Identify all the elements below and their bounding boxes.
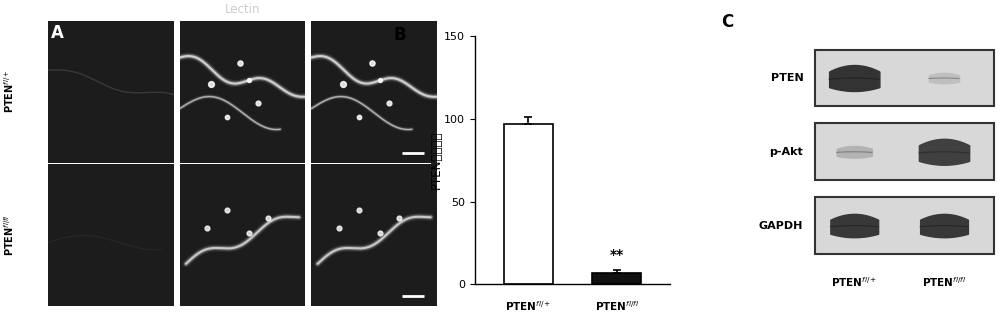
- Bar: [504, 124, 553, 284]
- Point: [381, 100, 397, 106]
- Point: [219, 114, 235, 120]
- Point: [351, 114, 367, 120]
- Text: PTEN$^{fl/fl}$: PTEN$^{fl/fl}$: [2, 215, 16, 256]
- Point: [241, 77, 257, 83]
- Point: [232, 60, 248, 66]
- Text: PTEN$^{fl/+}$: PTEN$^{fl/+}$: [505, 300, 551, 313]
- Point: [219, 207, 235, 213]
- Text: PTEN: PTEN: [96, 3, 126, 16]
- Point: [372, 77, 388, 83]
- Point: [199, 226, 215, 231]
- Point: [241, 230, 257, 235]
- Y-axis label: PTEN表达水平: PTEN表达水平: [430, 131, 443, 189]
- Text: PTEN: PTEN: [771, 73, 803, 83]
- Point: [335, 82, 351, 87]
- Text: PTEN$^{fl/fl}$: PTEN$^{fl/fl}$: [595, 300, 639, 313]
- Bar: [815, 50, 994, 106]
- Text: C: C: [721, 13, 733, 31]
- Text: A: A: [51, 24, 64, 42]
- Text: PTEN$^{fl/fl}$: PTEN$^{fl/fl}$: [922, 275, 966, 289]
- Point: [391, 216, 407, 221]
- Text: PTEN$^{fl/+}$: PTEN$^{fl/+}$: [831, 275, 877, 289]
- Point: [203, 82, 219, 87]
- Bar: [815, 123, 994, 180]
- Text: B: B: [393, 26, 406, 44]
- Bar: [815, 197, 994, 254]
- Point: [372, 230, 388, 235]
- Text: p-Akt: p-Akt: [770, 147, 803, 157]
- Point: [250, 100, 266, 106]
- Point: [364, 60, 380, 66]
- Point: [331, 226, 347, 231]
- Bar: [592, 273, 641, 284]
- Text: Merge: Merge: [356, 3, 393, 16]
- Text: GAPDH: GAPDH: [759, 220, 803, 231]
- Text: **: **: [610, 248, 624, 262]
- Point: [260, 216, 276, 221]
- Point: [351, 207, 367, 213]
- Text: Lectin: Lectin: [225, 3, 260, 16]
- Text: PTEN$^{fl/+}$: PTEN$^{fl/+}$: [2, 70, 16, 113]
